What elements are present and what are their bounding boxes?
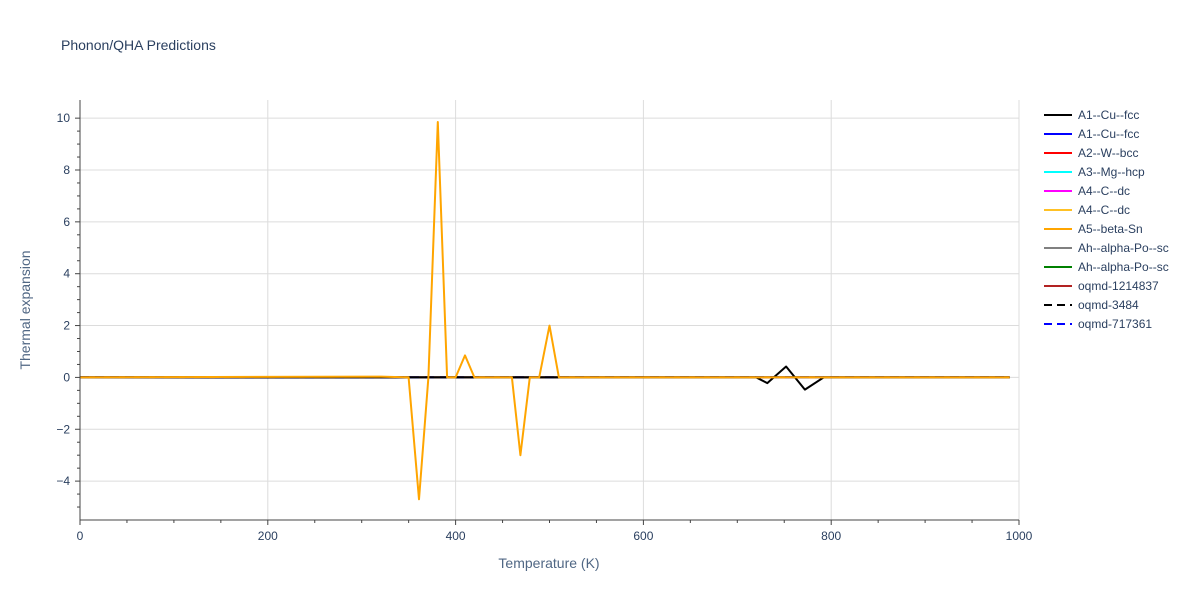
y-tick-label: 10 xyxy=(57,111,71,125)
legend-label: A2--W--bcc xyxy=(1078,146,1138,160)
legend-item[interactable]: oqmd-1214837 xyxy=(1044,279,1159,293)
legend-label: A4--C--dc xyxy=(1078,184,1130,198)
y-tick-label: 2 xyxy=(63,319,70,333)
legend-label: oqmd-1214837 xyxy=(1078,279,1159,293)
legend-item[interactable]: A2--W--bcc xyxy=(1044,146,1138,160)
x-tick-label: 800 xyxy=(821,529,841,543)
legend-label: oqmd-3484 xyxy=(1078,298,1139,312)
y-axis-title: Thermal expansion xyxy=(17,250,33,369)
chart-title: Phonon/QHA Predictions xyxy=(61,37,216,53)
legend-label: A3--Mg--hcp xyxy=(1078,165,1145,179)
legend-item[interactable]: Ah--alpha-Po--sc xyxy=(1044,241,1169,255)
axes: 0 200 400 600 800 1000 −4 −2 0 2 4 6 8 10 xyxy=(56,100,1033,543)
grid-lines xyxy=(80,100,1020,520)
legend-item[interactable]: A1--Cu--fcc xyxy=(1044,127,1139,141)
y-tick-label: −2 xyxy=(56,422,70,436)
x-tick-label: 400 xyxy=(446,529,466,543)
legend-label: A1--Cu--fcc xyxy=(1078,108,1139,122)
y-tick-label: 4 xyxy=(63,267,70,281)
legend-label: Ah--alpha-Po--sc xyxy=(1078,241,1169,255)
y-tick-label: 6 xyxy=(63,215,70,229)
legend-item[interactable]: oqmd-3484 xyxy=(1044,298,1139,312)
legend-label: oqmd-717361 xyxy=(1078,317,1152,331)
legend-item[interactable]: A1--Cu--fcc xyxy=(1044,108,1139,122)
legend-item[interactable]: Ah--alpha-Po--sc xyxy=(1044,260,1169,274)
y-tick-label: 8 xyxy=(63,163,70,177)
legend[interactable]: A1--Cu--fcc A1--Cu--fcc A2--W--bcc A3--Mg--… xyxy=(1044,108,1169,331)
legend-label: A1--Cu--fcc xyxy=(1078,127,1139,141)
y-tick-label: 0 xyxy=(63,370,70,384)
legend-item[interactable]: A5--beta-Sn xyxy=(1044,222,1143,236)
series-line-7 xyxy=(79,121,1010,501)
legend-label: Ah--alpha-Po--sc xyxy=(1078,260,1169,274)
legend-item[interactable]: A3--Mg--hcp xyxy=(1044,165,1145,179)
legend-label: A4--C--dc xyxy=(1078,203,1130,217)
x-tick-label: 600 xyxy=(633,529,653,543)
x-tick-label: 0 xyxy=(77,529,84,543)
plot-area xyxy=(79,121,1010,501)
x-tick-label: 200 xyxy=(258,529,278,543)
x-axis-title: Temperature (K) xyxy=(498,555,599,571)
legend-item[interactable]: A4--C--dc xyxy=(1044,203,1130,217)
legend-item[interactable]: A4--C--dc xyxy=(1044,184,1130,198)
y-tick-label: −4 xyxy=(56,474,70,488)
x-tick-label: 1000 xyxy=(1006,529,1033,543)
legend-label: A5--beta-Sn xyxy=(1078,222,1143,236)
legend-item[interactable]: oqmd-717361 xyxy=(1044,317,1152,331)
